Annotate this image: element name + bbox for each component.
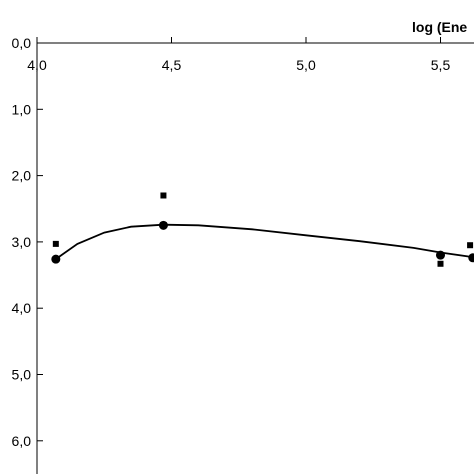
x-axis-title: log (Ene	[412, 19, 467, 35]
y-tick-label: 0,0	[12, 35, 32, 51]
y-tick-label: 1,0	[12, 101, 32, 117]
data-point-square	[437, 260, 444, 267]
x-tick-label: 5,5	[431, 57, 451, 73]
y-tick-label: 6,0	[12, 433, 32, 449]
y-tick-label: 2,0	[12, 168, 32, 184]
data-point-circle	[158, 220, 168, 230]
fit-curve	[55, 223, 474, 260]
data-point-square	[467, 242, 474, 249]
data-point-square	[160, 192, 167, 199]
plot-area	[51, 192, 474, 267]
y-tick-label: 4,0	[12, 300, 32, 316]
data-point-circle	[436, 250, 445, 260]
data-point-circle	[468, 253, 474, 263]
x-tick-label: 4,5	[162, 57, 182, 73]
axes: 4,04,55,05,56,06,57,00,01,02,03,04,05,06…	[12, 35, 474, 474]
data-point-circle	[51, 254, 61, 264]
x-tick-label: 5,0	[296, 57, 316, 73]
x-tick-label: 4,0	[27, 57, 47, 73]
y-tick-label: 3,0	[12, 234, 32, 250]
data-point-square	[52, 240, 59, 247]
y-tick-label: 5,0	[12, 367, 32, 383]
